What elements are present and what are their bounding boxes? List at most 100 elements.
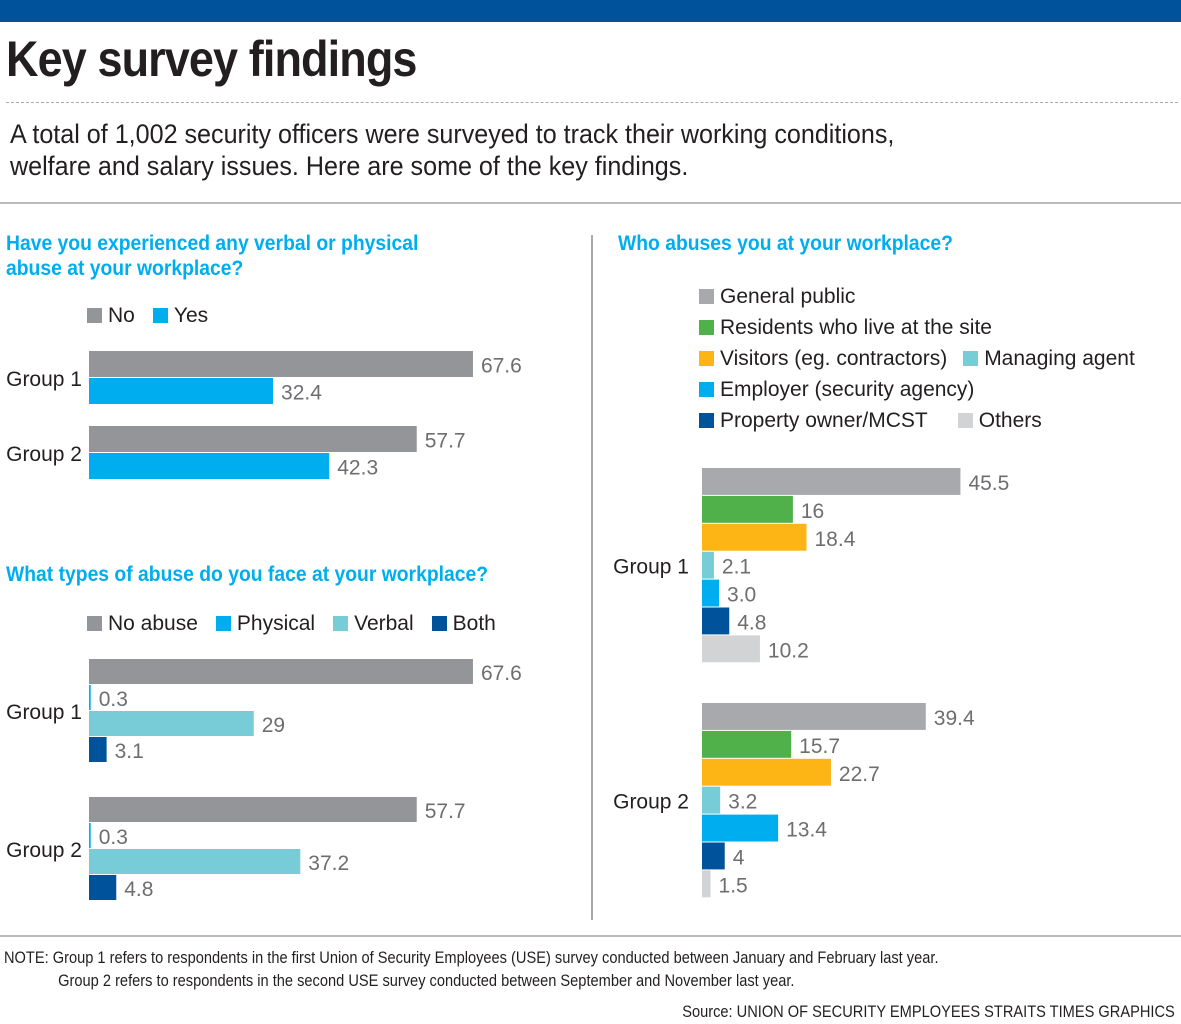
data-label: 57.7 (425, 430, 466, 453)
legend-swatch (152, 308, 168, 323)
bar-2-1-1 (702, 730, 792, 758)
legend-label: Physical (236, 611, 316, 635)
intro-line-1: A total of 1,002 security officers were … (10, 119, 895, 149)
bar-1-1-2 (89, 849, 301, 874)
legend-item: Yes (152, 303, 209, 328)
legend-label: Property owner/MCST (720, 408, 928, 432)
intro-line-2: welfare and salary issues. Here are some… (10, 151, 689, 181)
legend-label: General public (720, 284, 856, 308)
data-label: 4 (733, 846, 745, 869)
chart1-title: Have you experienced any verbal or physi… (6, 231, 418, 281)
legend-label: Yes (173, 303, 209, 327)
legend-swatch (87, 616, 102, 631)
bar-2-0-3 (702, 551, 714, 579)
data-label: 13.4 (786, 819, 827, 842)
data-label: 0.3 (99, 826, 128, 849)
data-label: 3.1 (115, 740, 144, 763)
legend-item: Physical (215, 611, 316, 636)
category-label: Group 1 (613, 556, 689, 579)
section-divider (0, 202, 1181, 204)
data-label: 57.7 (425, 800, 466, 823)
chart2-title: What types of abuse do you face at your … (6, 563, 489, 586)
note-line-1: NOTE: Group 1 refers to respondents in t… (4, 948, 939, 967)
category-label: Group 2 (613, 791, 689, 814)
data-label: 32.4 (281, 382, 322, 405)
legend-label: Employer (security agency) (720, 377, 975, 401)
bar-2-0-1 (702, 495, 793, 523)
legend-label: No (108, 303, 135, 327)
bar-1-0-1 (89, 685, 91, 710)
legend-swatch (87, 308, 102, 323)
data-label: 42.3 (337, 457, 378, 480)
legend-item: Verbal (333, 612, 414, 636)
legend-item: Residents who live at the site (699, 316, 992, 340)
legend-item: Visitors (eg. contractors) (699, 347, 947, 371)
footer-divider (0, 935, 1181, 937)
legend-swatch (333, 616, 349, 631)
bar-1-1-3 (89, 875, 117, 900)
legend-swatch (699, 351, 714, 366)
data-label: 10.2 (768, 639, 809, 662)
legend-item: No abuse (87, 612, 198, 636)
legend-label: Residents who live at the site (720, 315, 992, 339)
legend-item: Both (431, 612, 496, 636)
footnote: NOTE: Group 1 refers to respondents in t… (4, 946, 939, 992)
data-label: 4.8 (124, 878, 153, 901)
chart3-legend: General public Residents who live at the … (699, 281, 1153, 436)
data-label: 37.2 (308, 852, 349, 875)
bar-1-0-3 (89, 737, 107, 762)
legend-swatch (957, 413, 973, 428)
chart2-legend: No abuse Physical Verbal Both (87, 608, 514, 639)
bar-2-0-2 (702, 523, 807, 551)
bar-0-0-0 (89, 351, 473, 377)
chart1-legend: No Yes (87, 300, 226, 331)
legend-swatch (431, 616, 447, 631)
bar-0-1-1 (89, 453, 330, 479)
bar-0-0-1 (89, 378, 274, 404)
bar-2-1-5 (702, 842, 725, 870)
data-label: 3.0 (727, 584, 756, 607)
legend-item: Others (957, 408, 1042, 433)
bar-2-0-0 (702, 468, 961, 495)
category-label: Group 1 (6, 701, 82, 724)
legend-label: Managing agent (984, 346, 1135, 370)
bar-2-0-4 (702, 579, 720, 607)
bar-2-0-6 (702, 635, 760, 663)
data-label: 1.5 (719, 874, 748, 897)
data-label: 2.1 (722, 556, 751, 579)
bar-1-1-1 (89, 823, 91, 848)
chart1-title-line1: Have you experienced any verbal or physi… (6, 232, 419, 255)
intro-text: A total of 1,002 security officers were … (10, 118, 1098, 182)
category-label: Group 1 (6, 368, 82, 391)
legend-label: Verbal (354, 611, 414, 635)
legend-swatch (699, 413, 714, 428)
bar-1-0-2 (89, 711, 254, 736)
data-label: 15.7 (799, 735, 840, 758)
data-label: 45.5 (968, 472, 1009, 495)
data-label: 29 (262, 714, 285, 737)
bar-1-0-0 (89, 659, 473, 684)
bar-0-1-0 (89, 426, 417, 452)
data-label: 67.6 (481, 355, 522, 378)
legend-label: Visitors (eg. contractors) (720, 346, 948, 370)
top-banner (0, 0, 1181, 22)
category-label: Group 2 (6, 443, 82, 466)
data-label: 16 (801, 500, 824, 523)
note-line-2: Group 2 refers to respondents in the sec… (58, 971, 795, 990)
data-label: 0.3 (99, 688, 128, 711)
legend-item: Property owner/MCST (699, 409, 928, 433)
legend-label: No abuse (108, 611, 198, 635)
bar-2-0-5 (702, 607, 730, 635)
legend-swatch (699, 382, 714, 397)
category-label: Group 2 (6, 839, 82, 862)
legend-label: Others (978, 408, 1042, 432)
data-label: 18.4 (815, 528, 856, 551)
chart1-title-line2: abuse at your workplace? (6, 257, 244, 280)
data-label: 67.6 (481, 662, 522, 685)
page-title: Key survey findings (6, 31, 417, 87)
bar-2-1-4 (702, 814, 779, 842)
data-label: 4.8 (737, 611, 766, 634)
legend-swatch (215, 616, 231, 631)
legend-swatch (699, 320, 714, 335)
bar-1-1-0 (89, 797, 417, 822)
